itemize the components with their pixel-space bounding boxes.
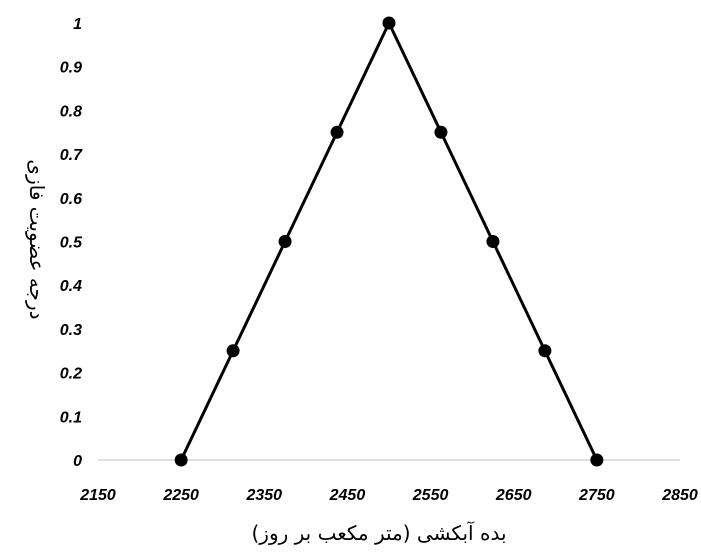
- data-point: [486, 235, 500, 248]
- data-point: [538, 344, 552, 358]
- data-point: [330, 125, 344, 139]
- y-tick-label: 0.7: [60, 147, 83, 164]
- series-line: [179, 21, 599, 461]
- y-tick-label: 0.6: [60, 191, 82, 208]
- x-tick-label: 2550: [412, 487, 449, 504]
- data-point: [590, 453, 604, 467]
- y-tick-label: 0.5: [60, 235, 83, 252]
- data-point: [382, 16, 396, 30]
- x-tick-label: 2850: [661, 487, 698, 504]
- y-tick-label: 0.3: [60, 322, 82, 339]
- y-axis-title: درجه عضویت فازی: [25, 159, 49, 319]
- x-tick-label: 2250: [162, 487, 199, 504]
- x-tick-label: 2650: [495, 487, 532, 504]
- y-tick-label: 0.9: [60, 60, 82, 77]
- x-tick-labels: 2150 2250 2350 2450 2550 2650 2750 2850: [79, 487, 698, 504]
- data-point: [434, 125, 448, 139]
- data-point: [226, 344, 240, 358]
- x-tick-label: 2750: [578, 487, 615, 504]
- y-tick-label: 0.4: [60, 278, 82, 295]
- y-tick-label: 0: [73, 453, 82, 470]
- data-point: [174, 453, 188, 467]
- y-tick-label: 1: [73, 16, 82, 33]
- series-points: [174, 16, 604, 467]
- series-lines: [179, 21, 599, 461]
- y-tick-label: 0.2: [60, 366, 82, 383]
- x-tick-label: 2150: [79, 487, 116, 504]
- x-axis-title: بده آبکشی (متر مکعب بر روز): [251, 520, 506, 545]
- x-tick-label: 2350: [245, 487, 282, 504]
- y-tick-label: 0.1: [60, 409, 82, 426]
- y-tick-labels: 0 0.1 0.2 0.3 0.4 0.5 0.6 0.7 0.8 0.9 1: [60, 16, 83, 470]
- data-point: [278, 235, 292, 248]
- x-tick-label: 2450: [329, 487, 366, 504]
- y-tick-label: 0.8: [60, 103, 82, 120]
